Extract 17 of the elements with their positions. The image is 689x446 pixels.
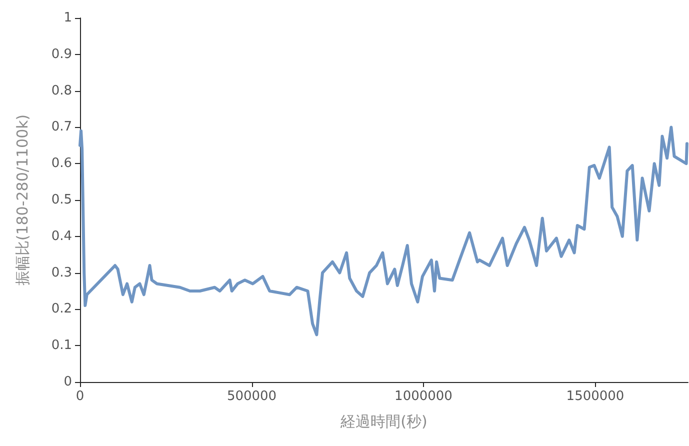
y-tick-label: 0.5 [51, 192, 72, 208]
y-tick-label: 0.8 [51, 83, 72, 98]
x-tick-label: 1500000 [566, 389, 624, 404]
y-tick-label: 0.1 [51, 338, 72, 354]
x-tick-label: 1000000 [394, 389, 452, 404]
x-axis-title: 経過時間(秒) [340, 412, 428, 430]
y-tick-label: 1 [64, 10, 72, 26]
y-tick-label: 0.6 [51, 156, 72, 172]
y-tick-label: 0.4 [51, 228, 72, 244]
y-tick-label: 0.9 [51, 46, 72, 62]
y-axis-title: 振幅比(180-280/1100k) [14, 114, 32, 286]
y-tick-label: 0.7 [51, 120, 72, 135]
y-tick-label: 0.2 [51, 302, 72, 317]
y-tick-label: 0 [64, 374, 72, 390]
x-tick-label: 500000 [226, 389, 277, 404]
y-tick-label: 0.3 [51, 265, 72, 280]
x-tick-label: 0 [76, 389, 84, 404]
